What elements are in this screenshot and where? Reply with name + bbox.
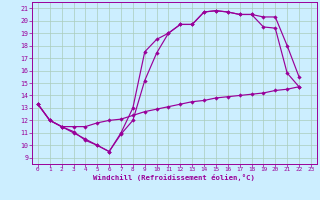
X-axis label: Windchill (Refroidissement éolien,°C): Windchill (Refroidissement éolien,°C) — [93, 174, 255, 181]
